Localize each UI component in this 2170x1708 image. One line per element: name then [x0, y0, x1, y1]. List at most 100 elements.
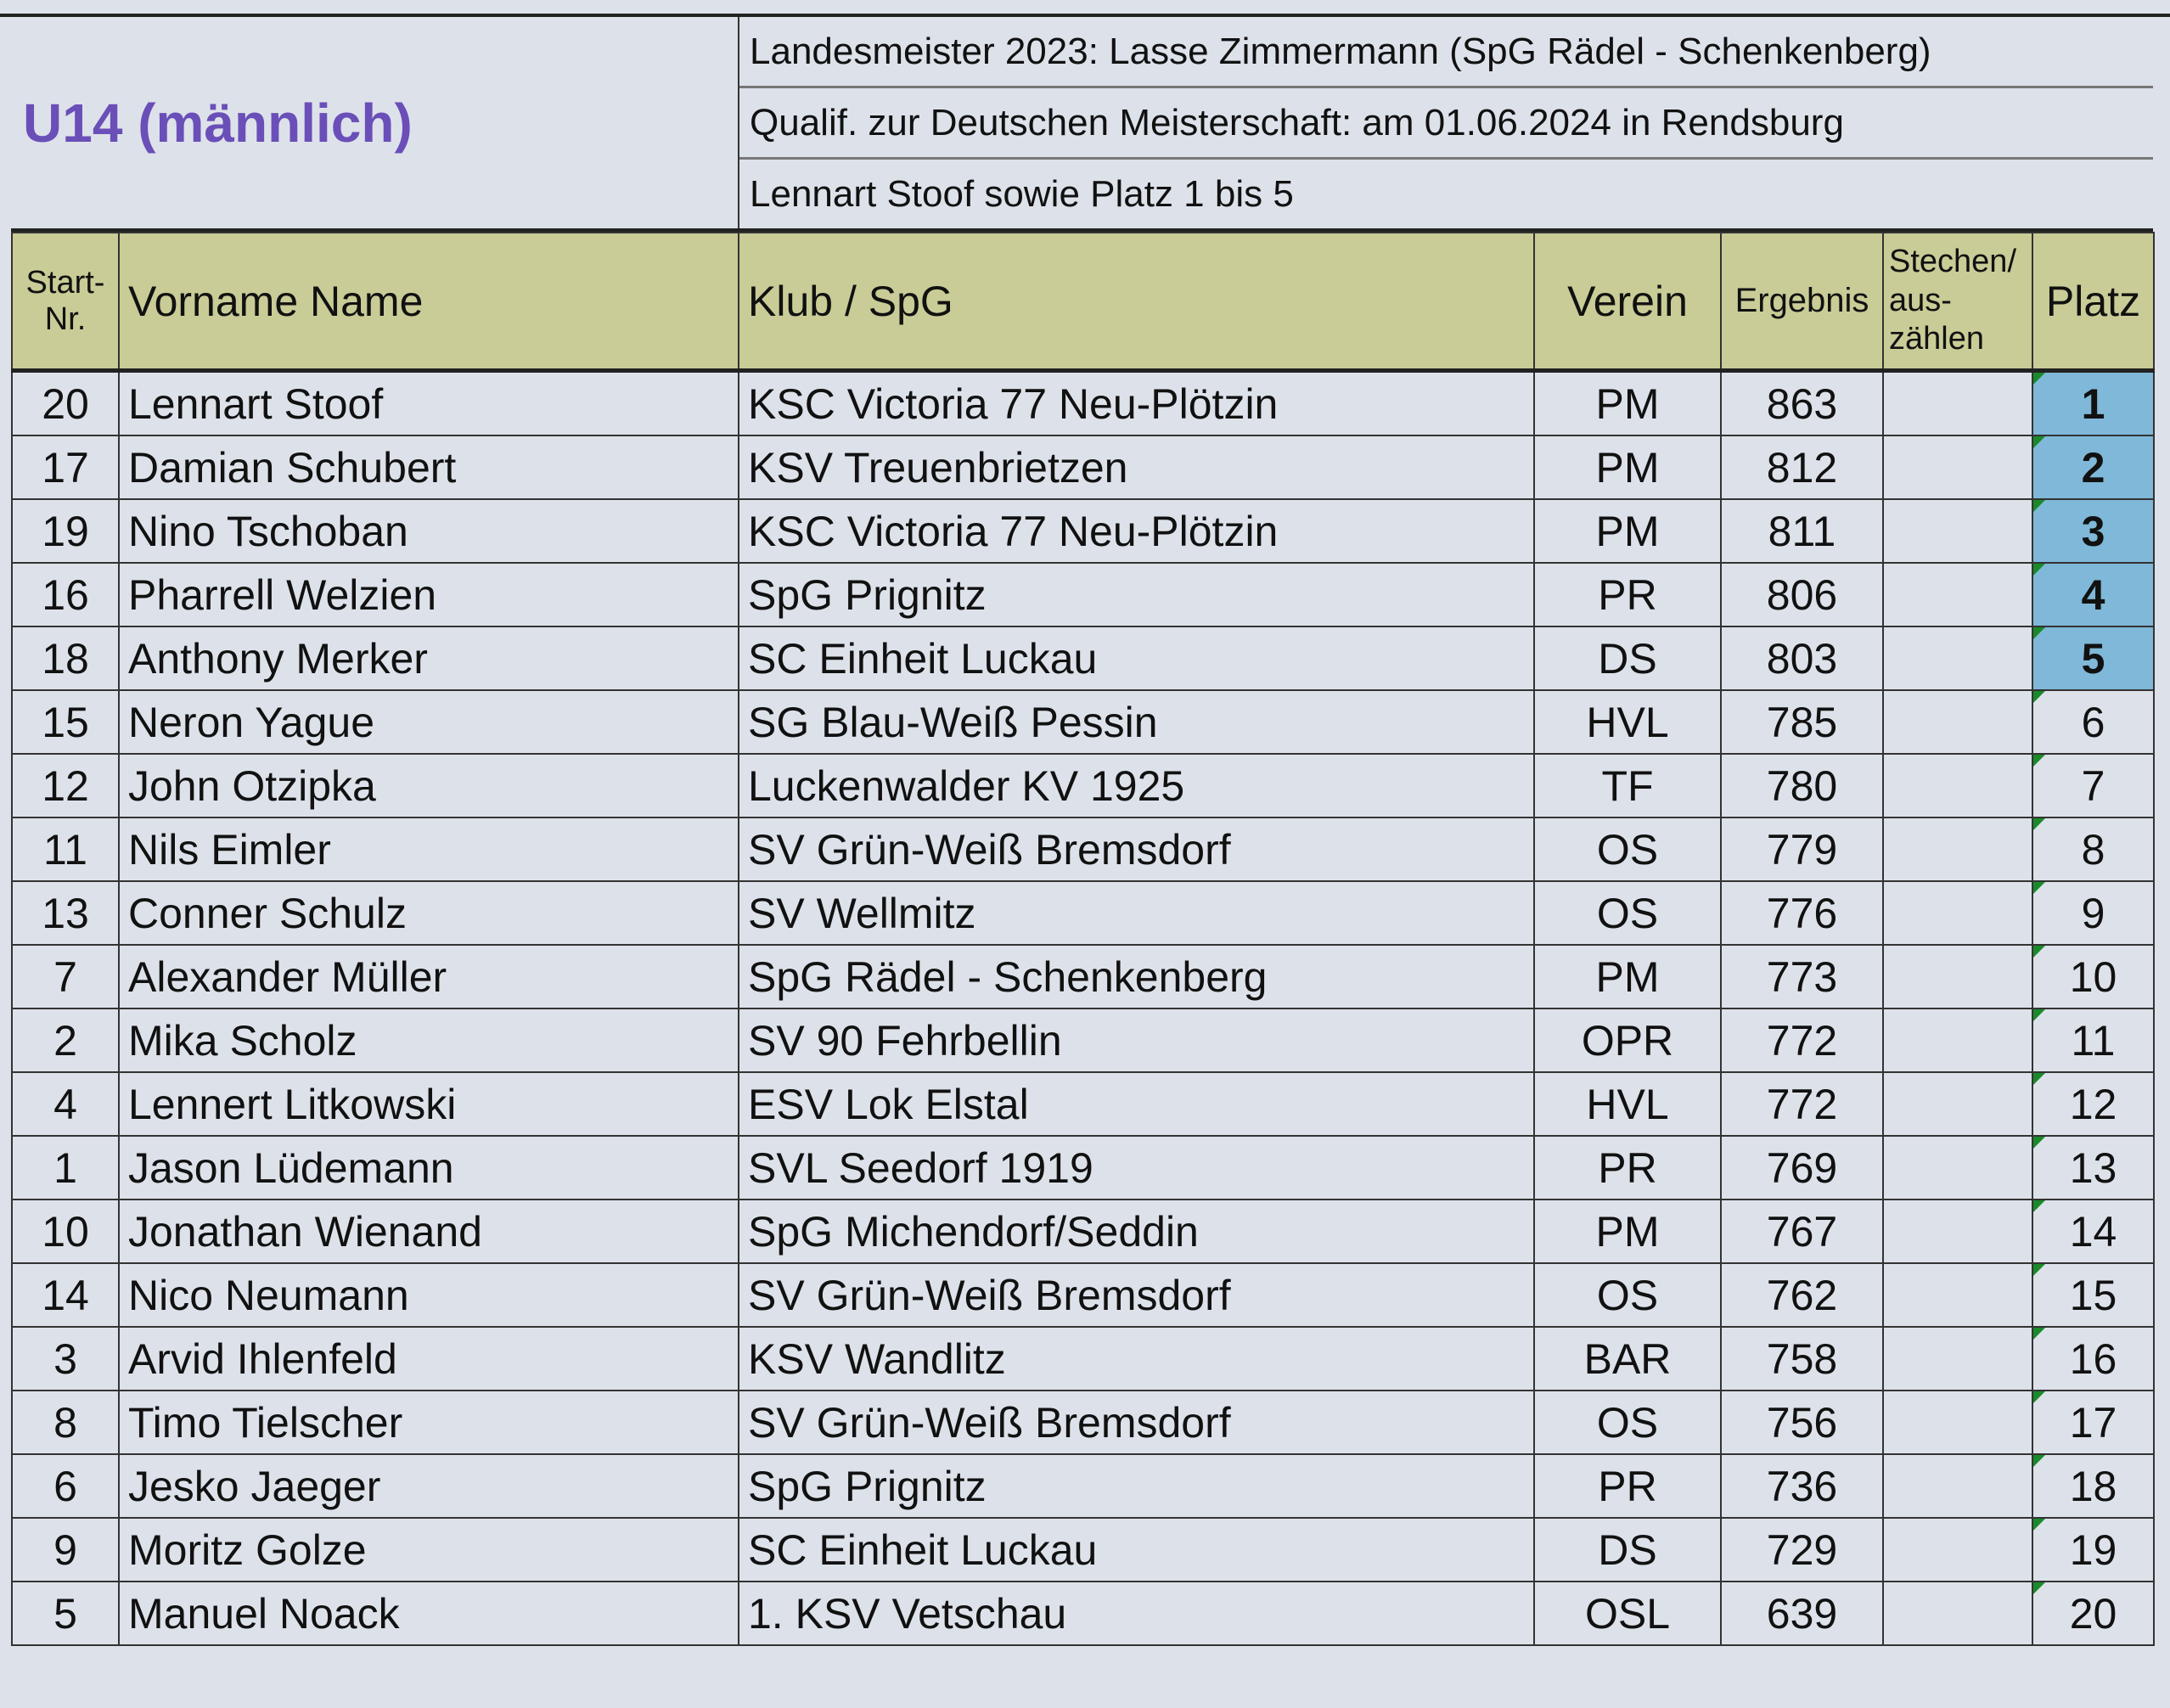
platz-cell[interactable]: 6 — [2032, 689, 2155, 755]
stechen-cell[interactable] — [1882, 1326, 2033, 1391]
verein-cell[interactable]: HVL — [1533, 689, 1722, 755]
start-nr-cell[interactable]: 15 — [11, 689, 120, 755]
name-cell[interactable]: Timo Tielscher — [118, 1390, 739, 1455]
ergebnis-cell[interactable]: 736 — [1720, 1453, 1884, 1519]
stechen-cell[interactable] — [1882, 1517, 2033, 1582]
info-qualification[interactable]: Qualif. zur Deutschen Meisterschaft: am … — [739, 88, 2153, 160]
platz-cell[interactable]: 2 — [2032, 435, 2155, 500]
platz-cell[interactable]: 11 — [2032, 1008, 2155, 1073]
start-nr-cell[interactable]: 16 — [11, 562, 120, 627]
club-cell[interactable]: SC Einheit Luckau — [738, 626, 1535, 691]
stechen-cell[interactable] — [1882, 1135, 2033, 1200]
club-cell[interactable]: SC Einheit Luckau — [738, 1517, 1535, 1582]
info-qualified[interactable]: Lennart Stoof sowie Platz 1 bis 5 — [750, 172, 1294, 215]
start-nr-cell[interactable]: 8 — [11, 1390, 120, 1455]
start-nr-cell[interactable]: 7 — [11, 944, 120, 1009]
name-cell[interactable]: Conner Schulz — [118, 880, 739, 946]
start-nr-cell[interactable]: 19 — [11, 498, 120, 564]
name-cell[interactable]: Arvid Ihlenfeld — [118, 1326, 739, 1391]
verein-cell[interactable]: DS — [1533, 1517, 1722, 1582]
verein-cell[interactable]: PR — [1533, 1453, 1722, 1519]
verein-cell[interactable]: PR — [1533, 562, 1722, 627]
verein-cell[interactable]: OSL — [1533, 1581, 1722, 1646]
ergebnis-cell[interactable]: 785 — [1720, 689, 1884, 755]
platz-cell[interactable]: 14 — [2032, 1199, 2155, 1264]
ergebnis-cell[interactable]: 767 — [1720, 1199, 1884, 1264]
club-cell[interactable]: KSV Wandlitz — [738, 1326, 1535, 1391]
header-club[interactable]: Klub / SpG — [738, 232, 1535, 373]
verein-cell[interactable]: PM — [1533, 944, 1722, 1009]
club-cell[interactable]: SV Grün-Weiß Bremsdorf — [738, 1390, 1535, 1455]
name-cell[interactable]: Jason Lüdemann — [118, 1135, 739, 1200]
platz-cell[interactable]: 4 — [2032, 562, 2155, 627]
name-cell[interactable]: Alexander Müller — [118, 944, 739, 1009]
verein-cell[interactable]: PM — [1533, 435, 1722, 500]
platz-cell[interactable]: 8 — [2032, 817, 2155, 882]
verein-cell[interactable]: PM — [1533, 1199, 1722, 1264]
start-nr-cell[interactable]: 1 — [11, 1135, 120, 1200]
ergebnis-cell[interactable]: 756 — [1720, 1390, 1884, 1455]
ergebnis-cell[interactable]: 773 — [1720, 944, 1884, 1009]
name-cell[interactable]: Moritz Golze — [118, 1517, 739, 1582]
club-cell[interactable]: SV Grün-Weiß Bremsdorf — [738, 1262, 1535, 1328]
platz-cell[interactable]: 13 — [2032, 1135, 2155, 1200]
ergebnis-cell[interactable]: 812 — [1720, 435, 1884, 500]
name-cell[interactable]: Jonathan Wienand — [118, 1199, 739, 1264]
name-cell[interactable]: Neron Yague — [118, 689, 739, 755]
stechen-cell[interactable] — [1882, 1453, 2033, 1519]
platz-cell[interactable]: 1 — [2032, 369, 2155, 436]
ergebnis-cell[interactable]: 762 — [1720, 1262, 1884, 1328]
name-cell[interactable]: Manuel Noack — [118, 1581, 739, 1646]
platz-cell[interactable]: 9 — [2032, 880, 2155, 946]
start-nr-cell[interactable]: 12 — [11, 753, 120, 818]
verein-cell[interactable]: OPR — [1533, 1008, 1722, 1073]
platz-cell[interactable]: 20 — [2032, 1581, 2155, 1646]
verein-cell[interactable]: HVL — [1533, 1071, 1722, 1137]
name-cell[interactable]: Damian Schubert — [118, 435, 739, 500]
start-nr-cell[interactable]: 2 — [11, 1008, 120, 1073]
header-verein[interactable]: Verein — [1533, 232, 1722, 373]
stechen-cell[interactable] — [1882, 753, 2033, 818]
name-cell[interactable]: Nico Neumann — [118, 1262, 739, 1328]
ergebnis-cell[interactable]: 769 — [1720, 1135, 1884, 1200]
ergebnis-cell[interactable]: 639 — [1720, 1581, 1884, 1646]
start-nr-cell[interactable]: 3 — [11, 1326, 120, 1391]
stechen-cell[interactable] — [1882, 689, 2033, 755]
verein-cell[interactable]: PR — [1533, 1135, 1722, 1200]
platz-cell[interactable]: 5 — [2032, 626, 2155, 691]
stechen-cell[interactable] — [1882, 1581, 2033, 1646]
club-cell[interactable]: SpG Rädel - Schenkenberg — [738, 944, 1535, 1009]
verein-cell[interactable]: PM — [1533, 369, 1722, 436]
platz-cell[interactable]: 15 — [2032, 1262, 2155, 1328]
club-cell[interactable]: SV Wellmitz — [738, 880, 1535, 946]
platz-cell[interactable]: 18 — [2032, 1453, 2155, 1519]
name-cell[interactable]: Pharrell Welzien — [118, 562, 739, 627]
club-cell[interactable]: SV 90 Fehrbellin — [738, 1008, 1535, 1073]
club-cell[interactable]: SpG Prignitz — [738, 562, 1535, 627]
club-cell[interactable]: SpG Michendorf/Seddin — [738, 1199, 1535, 1264]
start-nr-cell[interactable]: 6 — [11, 1453, 120, 1519]
start-nr-cell[interactable]: 4 — [11, 1071, 120, 1137]
platz-cell[interactable]: 19 — [2032, 1517, 2155, 1582]
stechen-cell[interactable] — [1882, 944, 2033, 1009]
name-cell[interactable]: Nino Tschoban — [118, 498, 739, 564]
platz-cell[interactable]: 17 — [2032, 1390, 2155, 1455]
stechen-cell[interactable] — [1882, 1262, 2033, 1328]
club-cell[interactable]: KSV Treuenbrietzen — [738, 435, 1535, 500]
ergebnis-cell[interactable]: 806 — [1720, 562, 1884, 627]
info-champion[interactable]: Landesmeister 2023: Lasse Zimmermann (Sp… — [739, 17, 2153, 88]
ergebnis-cell[interactable]: 779 — [1720, 817, 1884, 882]
start-nr-cell[interactable]: 20 — [11, 369, 120, 436]
start-nr-cell[interactable]: 18 — [11, 626, 120, 691]
name-cell[interactable]: Anthony Merker — [118, 626, 739, 691]
club-cell[interactable]: KSC Victoria 77 Neu-Plötzin — [738, 498, 1535, 564]
club-cell[interactable]: ESV Lok Elstal — [738, 1071, 1535, 1137]
header-start-nr[interactable]: Start- Nr. — [11, 232, 120, 373]
start-nr-cell[interactable]: 11 — [11, 817, 120, 882]
ergebnis-cell[interactable]: 863 — [1720, 369, 1884, 436]
stechen-cell[interactable] — [1882, 1199, 2033, 1264]
header-stechen[interactable]: Stechen/aus-zählen — [1882, 232, 2033, 373]
stechen-cell[interactable] — [1882, 1071, 2033, 1137]
stechen-cell[interactable] — [1882, 498, 2033, 564]
verein-cell[interactable]: DS — [1533, 626, 1722, 691]
